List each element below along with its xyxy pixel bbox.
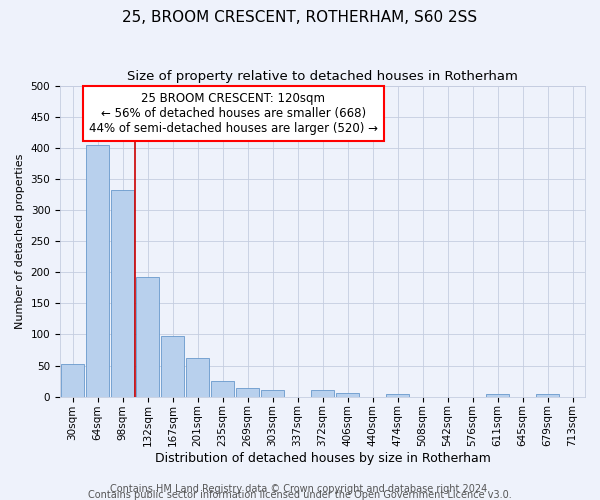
Text: Contains HM Land Registry data © Crown copyright and database right 2024.: Contains HM Land Registry data © Crown c… [110, 484, 490, 494]
Text: Contains public sector information licensed under the Open Government Licence v3: Contains public sector information licen… [88, 490, 512, 500]
Bar [536, 394, 559, 396]
Bar [236, 388, 259, 396]
X-axis label: Distribution of detached houses by size in Rotherham: Distribution of detached houses by size … [155, 452, 490, 465]
Bar [136, 277, 159, 396]
Bar [386, 394, 409, 396]
Bar [311, 390, 334, 396]
Bar [211, 381, 234, 396]
Title: Size of property relative to detached houses in Rotherham: Size of property relative to detached ho… [127, 70, 518, 83]
Bar [61, 364, 84, 396]
Bar [161, 336, 184, 396]
Bar [111, 190, 134, 396]
Bar [86, 144, 109, 396]
Text: 25, BROOM CRESCENT, ROTHERHAM, S60 2SS: 25, BROOM CRESCENT, ROTHERHAM, S60 2SS [122, 10, 478, 25]
Bar [261, 390, 284, 396]
Bar [486, 394, 509, 396]
Text: 25 BROOM CRESCENT: 120sqm
← 56% of detached houses are smaller (668)
44% of semi: 25 BROOM CRESCENT: 120sqm ← 56% of detac… [89, 92, 378, 135]
Bar [186, 358, 209, 397]
Y-axis label: Number of detached properties: Number of detached properties [15, 154, 25, 329]
Bar [336, 393, 359, 396]
